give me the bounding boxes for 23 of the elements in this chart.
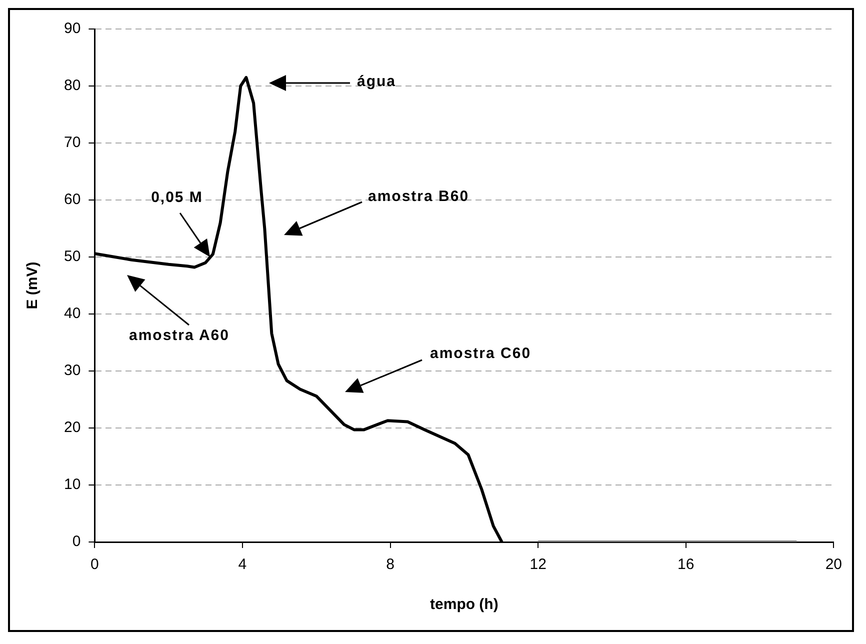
- y-tick-label: 0: [72, 533, 81, 550]
- annotation: 0,05 M: [151, 189, 203, 206]
- x-tick-label: 16: [678, 556, 694, 574]
- x-tick-label: 4: [238, 556, 247, 574]
- y-tick-label: 40: [64, 305, 81, 322]
- annotation: amostra B60: [368, 188, 470, 205]
- x-tick-label: 20: [825, 556, 842, 574]
- x-axis-title: tempo (h): [430, 596, 498, 614]
- annotation: água: [357, 73, 396, 90]
- x-tick-label: 0: [90, 556, 99, 574]
- annotation: amostra A60: [129, 327, 230, 344]
- y-tick-label: 80: [64, 77, 81, 94]
- y-tick-label: 20: [64, 419, 81, 436]
- y-tick-label: 50: [64, 248, 81, 266]
- y-axis-title: E (mV): [24, 262, 42, 310]
- y-tick-label: 60: [64, 191, 81, 208]
- y-tick-label: 70: [64, 134, 81, 152]
- x-tick-label: 8: [386, 556, 394, 574]
- y-tick-label: 30: [64, 362, 81, 380]
- y-tick-label: 90: [64, 20, 81, 38]
- y-tick-label: 10: [64, 476, 81, 494]
- x-tick-label: 12: [530, 556, 546, 574]
- annotation: amostra C60: [430, 345, 532, 362]
